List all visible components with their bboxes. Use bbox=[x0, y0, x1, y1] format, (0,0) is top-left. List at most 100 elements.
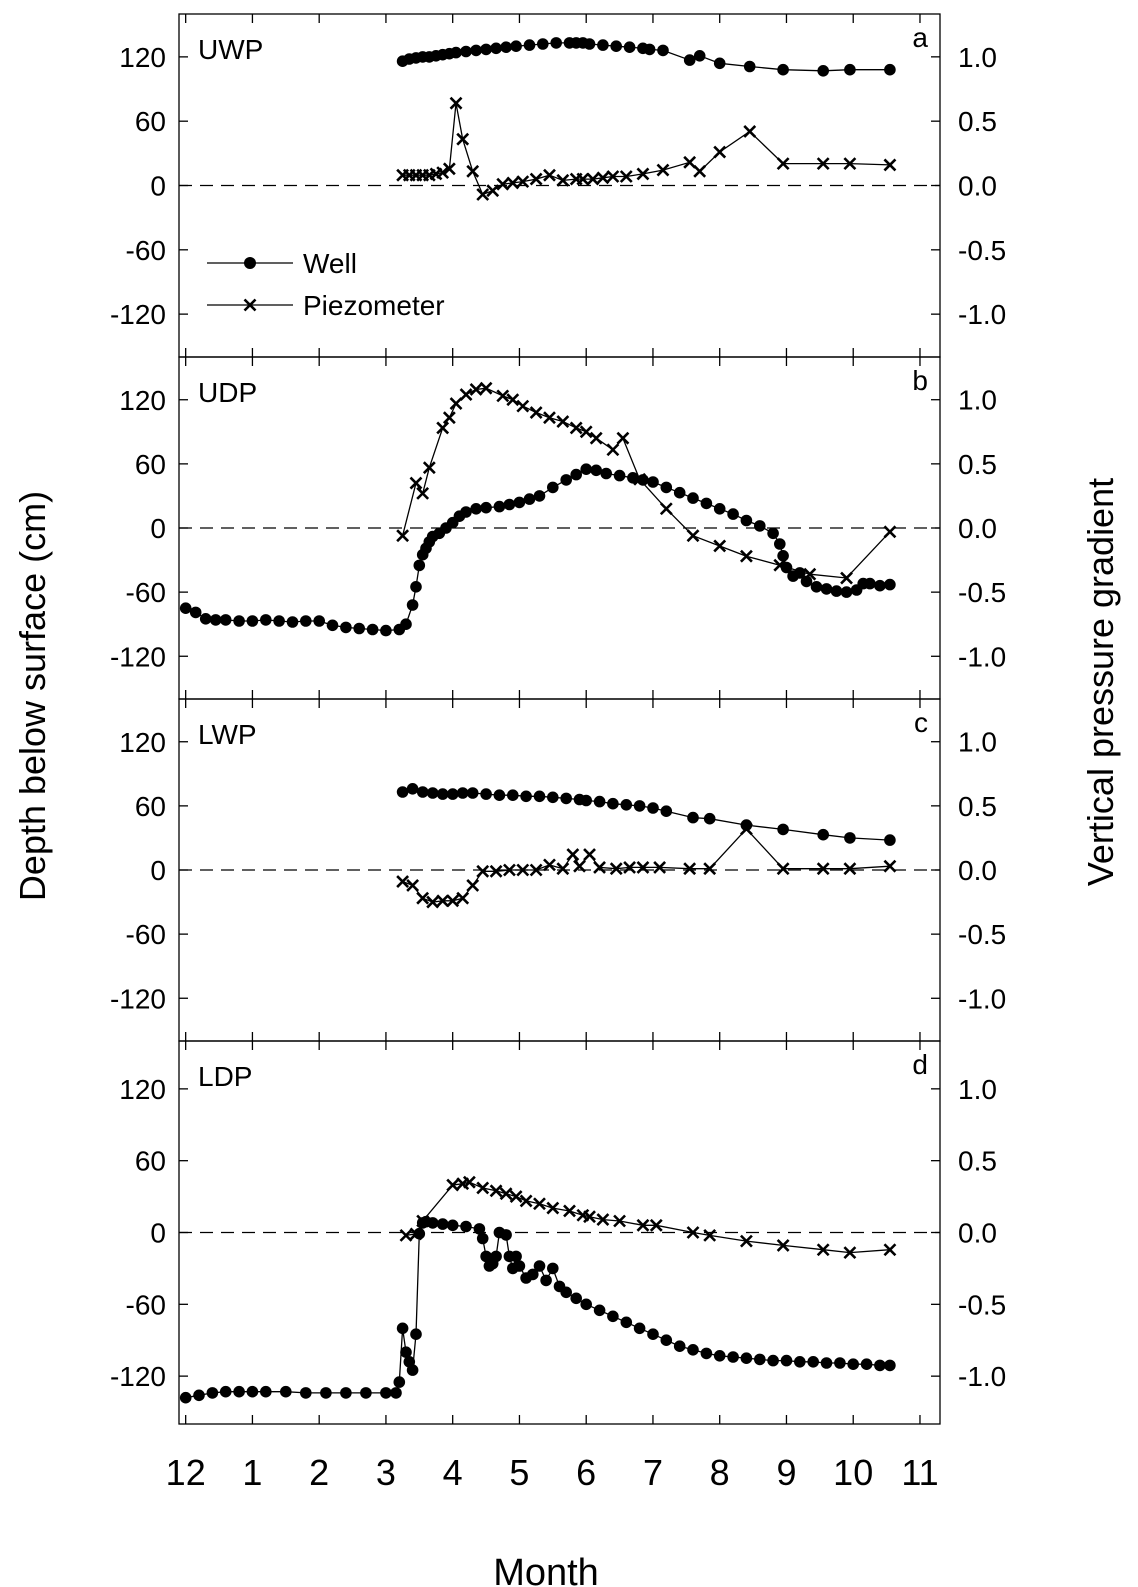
piezometer-point bbox=[503, 863, 516, 877]
well-point bbox=[426, 787, 439, 799]
right-y-tick-label: 0.5 bbox=[958, 791, 997, 822]
piezometer-point bbox=[469, 383, 483, 396]
right-y-tick-label: -0.5 bbox=[958, 1289, 1006, 1320]
panel-label: UWP bbox=[198, 34, 263, 65]
well-point bbox=[450, 46, 462, 59]
well-point bbox=[503, 498, 516, 511]
piezometer-point bbox=[656, 163, 670, 177]
left-y-tick-label: 60 bbox=[135, 791, 166, 822]
well-point bbox=[396, 786, 409, 798]
well-point bbox=[834, 1357, 846, 1369]
left-y-tick-label: -120 bbox=[110, 299, 166, 330]
piezometer-point bbox=[516, 175, 530, 189]
well-point bbox=[580, 1298, 592, 1311]
well-point bbox=[527, 1268, 539, 1281]
x-tick-label: 9 bbox=[776, 1452, 796, 1493]
legend: Well Piezometer bbox=[207, 248, 445, 321]
piezometer-point bbox=[516, 863, 530, 877]
well-point bbox=[767, 527, 779, 540]
well-point bbox=[413, 1227, 426, 1240]
well-point bbox=[490, 42, 502, 55]
piezometer-point bbox=[840, 571, 853, 585]
piezometer-point bbox=[556, 415, 570, 428]
well-point bbox=[286, 616, 299, 628]
left-y-tick-label: -120 bbox=[110, 641, 166, 672]
well-point bbox=[390, 1387, 402, 1399]
well-point bbox=[884, 578, 896, 591]
well-point bbox=[280, 1385, 292, 1398]
well-point bbox=[774, 538, 786, 550]
piezometer-point bbox=[593, 861, 606, 874]
piezometer-point bbox=[883, 859, 897, 873]
piezometer-point bbox=[396, 529, 410, 543]
piezometer-point bbox=[776, 1239, 790, 1252]
right-y-tick-label: 1.0 bbox=[958, 42, 997, 73]
well-point bbox=[380, 624, 392, 637]
x-tick-labels: 12 1 2 3 4 5 6 7 8 9 10 11 bbox=[166, 1452, 939, 1493]
well-point bbox=[633, 800, 646, 812]
well-point bbox=[633, 1322, 646, 1335]
well-point bbox=[613, 469, 626, 482]
well-point bbox=[713, 503, 726, 515]
piezometer-point bbox=[533, 1197, 546, 1211]
well-point bbox=[246, 615, 259, 627]
piezometer-point bbox=[596, 171, 610, 185]
piezometer-point bbox=[529, 863, 543, 877]
well-point bbox=[683, 54, 696, 66]
well-point bbox=[547, 1262, 559, 1275]
well-point bbox=[777, 823, 789, 836]
well-point bbox=[780, 1354, 793, 1367]
left-y-tick-label: 120 bbox=[119, 385, 166, 416]
piezometer-point bbox=[409, 476, 423, 490]
piezometer-point bbox=[529, 406, 543, 419]
left-axis-label: Depth below surface (cm) bbox=[12, 491, 53, 901]
panel-letter: a bbox=[912, 22, 928, 53]
piezometer-point bbox=[442, 411, 456, 425]
well-point bbox=[246, 1385, 259, 1398]
well-point bbox=[300, 1387, 312, 1399]
well-point bbox=[884, 63, 896, 76]
piezometer-point bbox=[543, 168, 556, 182]
right-axis-label: Vertical pressure gradient bbox=[1080, 478, 1121, 886]
well-point bbox=[193, 1389, 205, 1402]
piezometer-point bbox=[396, 875, 410, 888]
well-point bbox=[840, 586, 853, 598]
well-point bbox=[657, 44, 669, 57]
well-point bbox=[470, 44, 482, 57]
left-y-tick-label: 120 bbox=[119, 1074, 166, 1105]
well-point bbox=[340, 621, 352, 634]
well-point bbox=[410, 1328, 422, 1340]
panel-a: -120 -60 0 60 120 -1.0 -0.5 0.0 0.5 1.0 UWP a bbox=[110, 13, 1006, 358]
well-point bbox=[713, 57, 726, 70]
piezometer-point bbox=[446, 894, 460, 908]
right-y-tick-label: 0.5 bbox=[958, 449, 997, 480]
piezometer-point bbox=[703, 1228, 717, 1242]
panel-b: -120 -60 0 60 120 -1.0 -0.5 0.0 0.5 1.0 UDP b bbox=[110, 356, 1006, 700]
well-point bbox=[583, 38, 596, 50]
x-tick-label: 8 bbox=[710, 1452, 730, 1493]
well-point bbox=[547, 791, 559, 804]
piezometer-point bbox=[436, 894, 450, 908]
well-point bbox=[810, 581, 823, 593]
panel-label: LDP bbox=[198, 1061, 252, 1092]
well-point bbox=[533, 490, 546, 502]
well-point bbox=[647, 476, 659, 488]
right-y-tick-label: -0.5 bbox=[958, 235, 1006, 266]
well-point bbox=[754, 520, 766, 532]
piezometer-point bbox=[426, 895, 440, 909]
piezometer-point bbox=[609, 862, 623, 876]
panel-letter: d bbox=[912, 1049, 928, 1080]
legend-well-label: Well bbox=[303, 248, 357, 279]
piezometer-point bbox=[713, 145, 727, 159]
well-point bbox=[320, 1387, 332, 1399]
x-tick-label: 11 bbox=[901, 1452, 938, 1493]
piezometer-point bbox=[843, 862, 857, 876]
well-point bbox=[380, 1387, 392, 1399]
piezometer-point bbox=[462, 1175, 476, 1189]
well-point bbox=[860, 1358, 873, 1370]
well-point bbox=[189, 606, 202, 619]
well-point bbox=[713, 1350, 726, 1362]
piezometer-point bbox=[713, 539, 727, 553]
piezometer-point bbox=[739, 822, 753, 836]
well-point bbox=[643, 43, 656, 56]
